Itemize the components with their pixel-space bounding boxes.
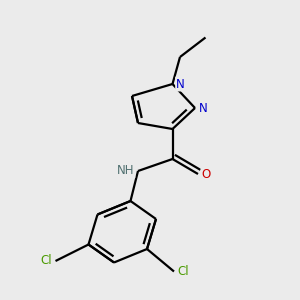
Text: N: N bbox=[176, 77, 185, 91]
Text: N: N bbox=[199, 101, 207, 115]
Text: O: O bbox=[202, 167, 211, 181]
Text: Cl: Cl bbox=[40, 254, 52, 268]
Text: NH: NH bbox=[117, 164, 134, 178]
Text: Cl: Cl bbox=[178, 265, 189, 278]
